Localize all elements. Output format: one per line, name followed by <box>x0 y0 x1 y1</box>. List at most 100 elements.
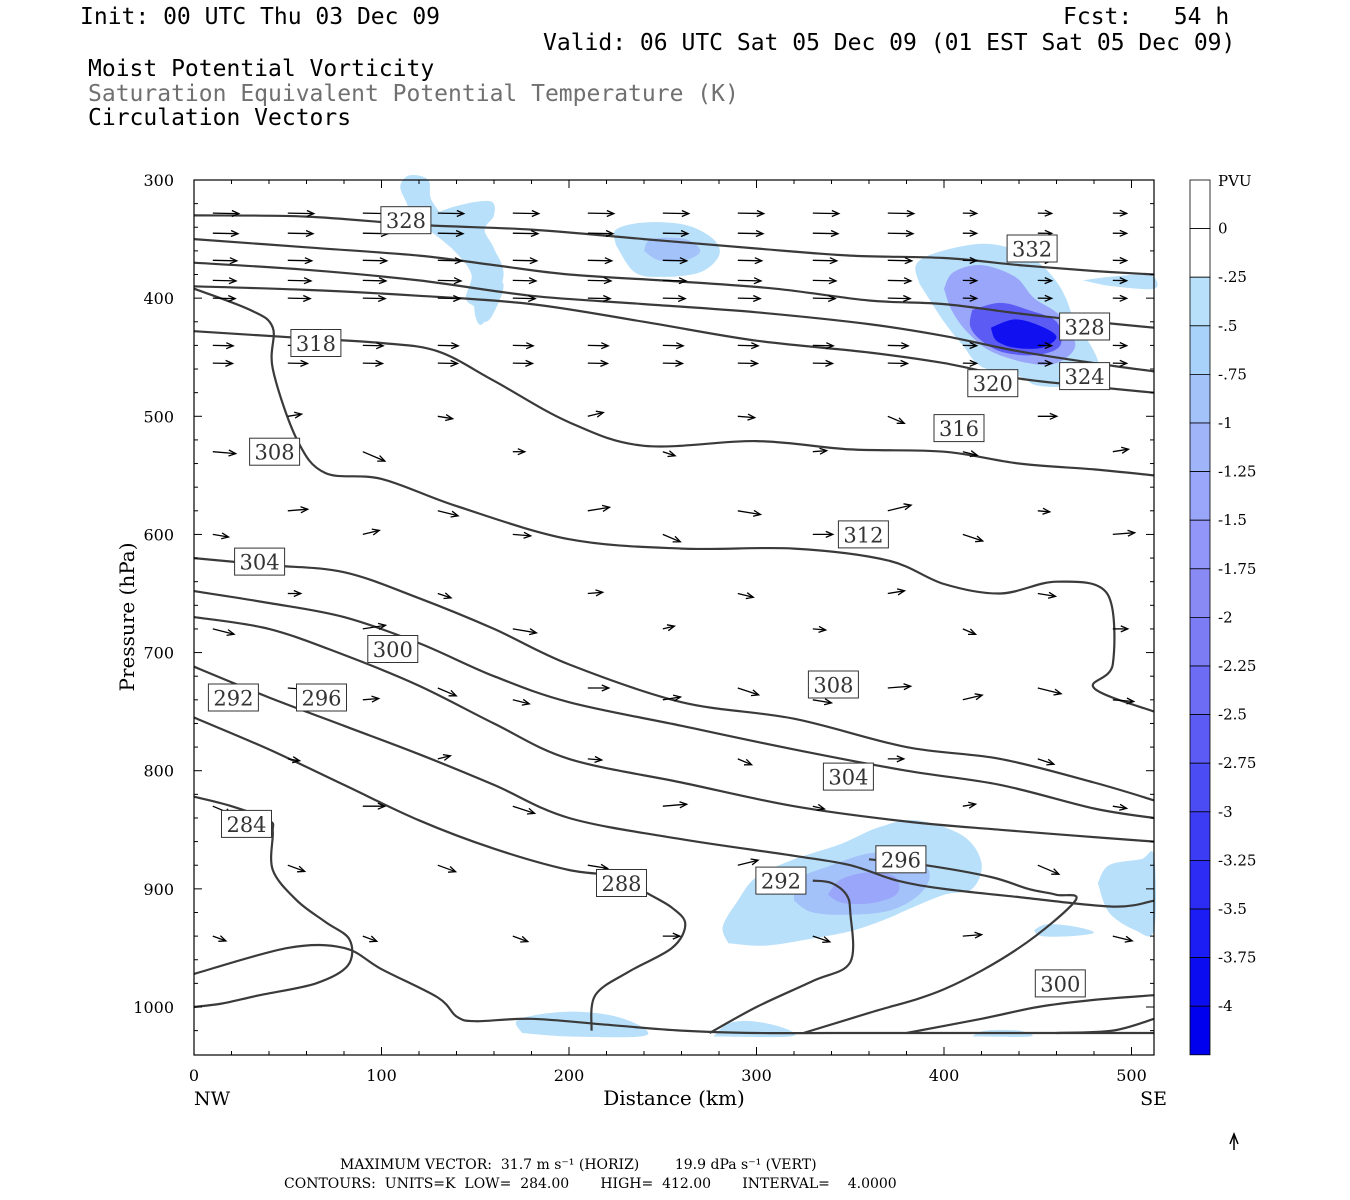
colorbar-swatch-0 <box>1189 179 1211 229</box>
circulation-vector-153 <box>812 803 826 811</box>
contour-label-box <box>367 635 419 663</box>
vector-head <box>906 209 916 218</box>
pv-region-10 <box>827 872 900 905</box>
colorbar-swatch-10 <box>1189 665 1211 715</box>
contour-label-19: 300 <box>1034 969 1086 998</box>
circulation-vector-93 <box>587 410 605 418</box>
colorbar-swatch-5 <box>1189 422 1211 472</box>
vector-head <box>679 801 689 809</box>
circulation-vector-150 <box>362 802 387 810</box>
vector-shaft <box>737 859 759 866</box>
colorbar-label-7: -1.75 <box>1218 560 1256 578</box>
vector-head <box>903 683 913 691</box>
circulation-vector-132 <box>587 684 611 692</box>
vector-shaft <box>587 297 611 300</box>
vector-shaft <box>812 699 832 704</box>
vector-shaft <box>662 259 687 262</box>
vector-head <box>681 209 691 218</box>
circulation-vector-14 <box>287 229 315 238</box>
circulation-vector-54 <box>362 294 387 303</box>
contour-label-box <box>967 369 1019 398</box>
vector-shaft <box>812 212 839 215</box>
vector-head <box>969 450 979 458</box>
vector-head <box>1124 935 1134 943</box>
vector-head <box>375 342 385 350</box>
vector-shaft <box>587 758 602 761</box>
vector-shaft <box>437 864 456 873</box>
contour-label-17: 292 <box>755 866 807 895</box>
circulation-vector-39 <box>212 277 238 285</box>
circulation-vector-123 <box>212 628 236 637</box>
circulation-vector-28 <box>362 257 389 265</box>
vector-head <box>303 277 313 285</box>
circulation-vector-32 <box>662 257 689 265</box>
colorbar-label-11: -2.75 <box>1218 754 1256 772</box>
circulation-vector-68 <box>437 342 460 350</box>
vector-shaft <box>662 625 675 630</box>
vector-head <box>1042 507 1052 515</box>
vector-shaft <box>812 628 826 631</box>
circulation-vector-76 <box>1037 341 1054 350</box>
vector-head <box>226 629 236 637</box>
vector-shaft <box>212 628 235 635</box>
vector-head <box>750 858 760 866</box>
vector-head <box>1053 688 1063 696</box>
vector-head <box>968 801 978 809</box>
circulation-vector-21 <box>812 229 840 238</box>
vector-head <box>601 504 612 512</box>
circulation-vector-100 <box>662 450 677 458</box>
vector-head <box>677 294 687 303</box>
circulation-vector-4 <box>512 209 541 218</box>
circulation-vector-143 <box>287 756 302 764</box>
vector-head <box>974 693 984 701</box>
circulation-vector-168 <box>1112 935 1134 943</box>
vector-shaft <box>962 803 976 807</box>
contour-label-text: 292 <box>761 870 801 894</box>
vector-head <box>600 342 610 350</box>
circulation-vector-26 <box>212 257 239 265</box>
circulation-vector-113 <box>662 533 682 543</box>
vector-head <box>304 257 314 265</box>
vector-head <box>517 448 527 456</box>
vector-head <box>819 447 829 455</box>
circulation-vector-95 <box>887 415 906 424</box>
y-tick-label-1: 400 <box>143 289 174 308</box>
vector-head <box>750 342 760 350</box>
vector-shaft <box>287 297 311 300</box>
theta-contour-12 <box>193 943 1154 1035</box>
x-axis-label: Distance (km) <box>603 1086 745 1110</box>
vector-shaft <box>662 297 686 300</box>
vector-shaft <box>812 935 831 943</box>
circulation-vector-97 <box>212 449 238 457</box>
contour-label-text: 300 <box>373 638 413 662</box>
x-left-end-label: NW <box>194 1088 231 1110</box>
circulation-vector-122 <box>1037 591 1058 599</box>
contour-label-text: 296 <box>301 687 341 711</box>
circulation-vector-145 <box>587 755 604 764</box>
colorbar-swatch-2 <box>1189 276 1211 327</box>
circulation-vector-38 <box>1112 256 1129 265</box>
vector-head <box>675 359 685 368</box>
circulation-vector-72 <box>737 342 760 350</box>
axes-ticks: 0 100 200 300 400 500 300 400 500 600 700 800 900 100… <box>133 171 1154 1085</box>
vector-shaft <box>737 232 764 235</box>
circulation-vector-133 <box>737 687 761 697</box>
vector-head <box>830 229 840 238</box>
vector-shaft <box>212 533 229 538</box>
contour-label-box <box>933 414 985 443</box>
contour-label-text: 304 <box>240 551 280 575</box>
vector-shaft <box>587 212 614 215</box>
vector-shaft <box>1037 510 1050 513</box>
vector-head <box>743 758 754 766</box>
circulation-vector-162 <box>212 935 228 942</box>
vector-head <box>828 277 838 285</box>
vector-head <box>604 257 614 265</box>
theta-contour-9 <box>193 665 1155 908</box>
y-tick-label-7: 1000 <box>133 998 174 1017</box>
circulation-vector-90 <box>1112 359 1129 367</box>
colorbar-label-6: -1.5 <box>1218 511 1247 529</box>
theta-contour-8 <box>193 616 1155 843</box>
circulation-vector-106 <box>587 504 612 512</box>
vector-head <box>750 359 760 368</box>
vector-shaft <box>812 805 825 810</box>
